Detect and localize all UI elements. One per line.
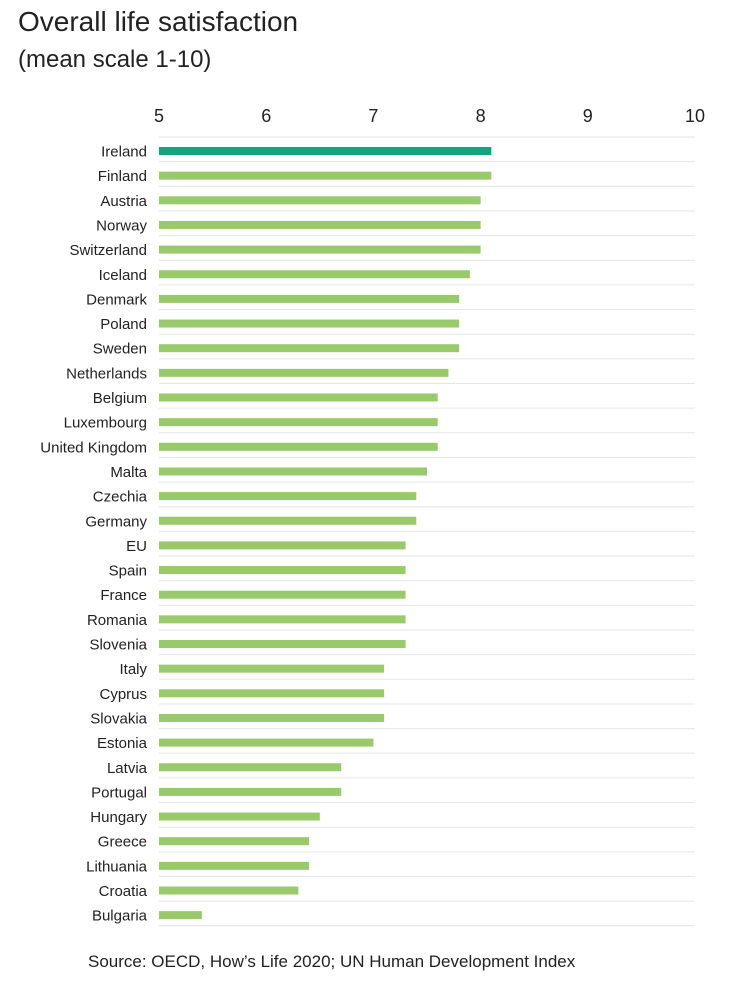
category-label: Italy [119, 661, 147, 678]
bar-slovenia [159, 640, 406, 648]
category-label: Cyprus [99, 686, 147, 703]
bar-iceland [159, 270, 470, 279]
category-label: Latvia [107, 760, 148, 777]
bar-hungary [159, 812, 320, 821]
bar-italy [159, 664, 385, 673]
category-label: Switzerland [69, 242, 147, 259]
category-label: Slovenia [89, 637, 147, 654]
category-label: Netherlands [66, 365, 147, 382]
category-label: EU [126, 538, 147, 555]
category-label: Hungary [90, 809, 147, 826]
category-label: Malta [110, 464, 147, 481]
bar-sweden [159, 344, 460, 353]
bar-cyprus [159, 689, 385, 698]
x-tick-label-9: 9 [583, 106, 593, 126]
category-label: Bulgaria [92, 908, 148, 925]
category-label: Czechia [93, 489, 148, 506]
category-label: United Kingdom [40, 439, 147, 456]
category-label: Finland [98, 168, 147, 185]
category-label: Norway [96, 217, 147, 234]
bar-lithuania [159, 861, 310, 870]
category-label: Greece [98, 834, 147, 851]
category-label: Iceland [99, 267, 147, 284]
bar-united-kingdom [159, 442, 438, 451]
bar-belgium [159, 393, 438, 402]
category-labels: Ireland Finland Austria Norway Switzerland Ic… [40, 144, 147, 925]
x-tick-label-7: 7 [368, 106, 378, 126]
category-label: Portugal [91, 784, 147, 801]
bar-chart: 5 6 7 8 9 10 Ireland Finland Austria Norway Switz… [40, 106, 705, 927]
x-tick-label-8: 8 [476, 106, 486, 126]
category-label: Spain [109, 563, 147, 580]
chart-subtitle: (mean scale 1-10) [18, 46, 212, 73]
bar-portugal [159, 787, 342, 796]
bar-croatia [159, 886, 299, 895]
bar-spain [159, 566, 406, 575]
bar-eu [159, 541, 406, 550]
category-label: Denmark [86, 291, 147, 308]
grid-lines [159, 136, 695, 927]
bar-austria [159, 196, 481, 205]
bar-luxembourg [159, 418, 438, 427]
bar-malta [159, 467, 427, 476]
category-label: Ireland [101, 144, 147, 161]
x-tick-label-6: 6 [261, 106, 271, 126]
category-label: Austria [100, 193, 147, 210]
source-note: Source: OECD, How’s Life 2020; UN Human … [88, 952, 576, 971]
category-label: Poland [100, 316, 147, 333]
category-label: Estonia [97, 735, 148, 752]
bar-latvia [159, 763, 342, 772]
bars [159, 147, 492, 920]
bar-germany [159, 516, 417, 525]
category-label: Belgium [93, 390, 147, 407]
category-label: France [100, 587, 147, 604]
bar-slovakia [159, 713, 385, 722]
category-label: Sweden [93, 341, 147, 358]
x-tick-label-5: 5 [154, 106, 164, 126]
bar-denmark [159, 294, 460, 303]
category-label: Lithuania [86, 858, 148, 875]
bar-czechia [159, 492, 417, 501]
bar-ireland [159, 147, 492, 155]
bar-netherlands [159, 368, 449, 377]
category-label: Germany [85, 513, 147, 530]
bar-estonia [159, 738, 374, 747]
bar-greece [159, 837, 310, 846]
x-axis-ticks: 5 6 7 8 9 10 [154, 106, 705, 126]
bar-switzerland [159, 245, 481, 254]
bar-bulgaria [159, 911, 202, 920]
bar-norway [159, 220, 481, 229]
x-tick-label-10: 10 [685, 106, 705, 126]
bar-romania [159, 615, 406, 624]
bar-finland [159, 171, 492, 180]
category-label: Slovakia [90, 710, 147, 727]
chart-title: Overall life satisfaction [18, 6, 299, 37]
bar-france [159, 590, 406, 599]
category-label: Romania [87, 612, 148, 629]
bar-poland [159, 319, 460, 328]
category-label: Croatia [99, 883, 148, 900]
category-label: Luxembourg [64, 415, 147, 432]
